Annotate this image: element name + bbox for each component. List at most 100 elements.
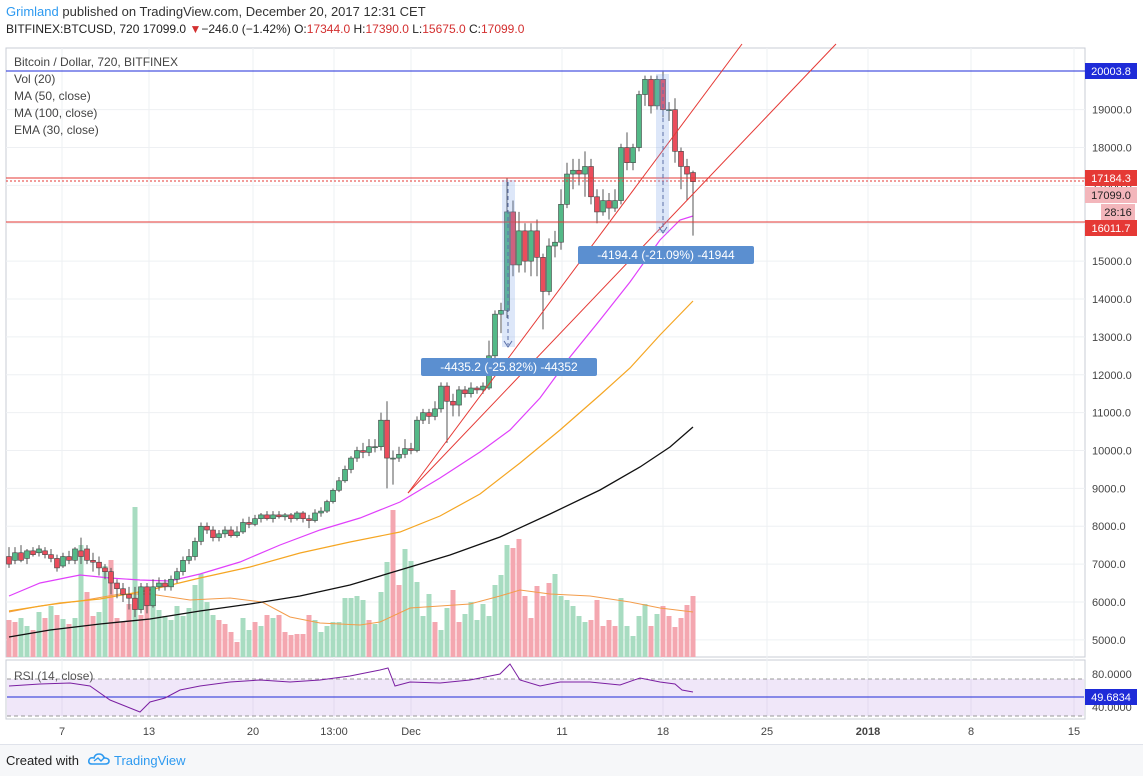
candle-up[interactable] bbox=[600, 200, 606, 213]
candle-up[interactable] bbox=[564, 173, 570, 205]
candle-down[interactable] bbox=[360, 450, 366, 453]
candle-down[interactable] bbox=[648, 79, 654, 107]
candle-up[interactable] bbox=[270, 514, 276, 519]
legend-item-ema30[interactable]: EMA (30, close) bbox=[14, 123, 99, 137]
candle-down[interactable] bbox=[126, 594, 132, 599]
candle-up[interactable] bbox=[60, 556, 66, 567]
candle-up[interactable] bbox=[138, 586, 144, 610]
candle-down[interactable] bbox=[264, 514, 270, 519]
candle-down[interactable] bbox=[594, 196, 600, 213]
candle-up[interactable] bbox=[180, 560, 186, 572]
candle-up[interactable] bbox=[330, 489, 336, 502]
candle-down[interactable] bbox=[78, 550, 84, 557]
candle-up[interactable] bbox=[240, 522, 246, 533]
candle-up[interactable] bbox=[150, 586, 156, 607]
candle-down[interactable] bbox=[606, 200, 612, 209]
candle-down[interactable] bbox=[114, 582, 120, 590]
candle-up[interactable] bbox=[432, 408, 438, 417]
candle-up[interactable] bbox=[516, 230, 522, 266]
legend-item-ma50[interactable]: MA (50, close) bbox=[14, 89, 91, 103]
trend-line-2[interactable] bbox=[407, 43, 837, 494]
candle-down[interactable] bbox=[624, 147, 630, 163]
candle-down[interactable] bbox=[678, 151, 684, 167]
candle-down[interactable] bbox=[384, 419, 390, 459]
candle-down[interactable] bbox=[306, 518, 312, 521]
candle-down[interactable] bbox=[300, 512, 306, 519]
candle-up[interactable] bbox=[366, 446, 372, 453]
candle-up[interactable] bbox=[378, 419, 384, 448]
candle-up[interactable] bbox=[630, 147, 636, 163]
candle-up[interactable] bbox=[336, 480, 342, 491]
candle-down[interactable] bbox=[132, 597, 138, 610]
rsi-pane[interactable] bbox=[5, 659, 1086, 720]
candle-up[interactable] bbox=[282, 514, 288, 518]
candle-up[interactable] bbox=[168, 578, 174, 588]
measure-box-1[interactable] bbox=[502, 180, 515, 347]
candle-down[interactable] bbox=[246, 522, 252, 525]
candle-up[interactable] bbox=[504, 211, 510, 311]
candle-down[interactable] bbox=[510, 211, 516, 266]
candle-up[interactable] bbox=[396, 453, 402, 459]
candle-down[interactable] bbox=[450, 400, 456, 406]
candle-down[interactable] bbox=[684, 166, 690, 175]
candle-up[interactable] bbox=[438, 385, 444, 410]
price-chart[interactable]: 19000.018000.017000.016000.015000.014000… bbox=[0, 40, 1143, 744]
candle-down[interactable] bbox=[408, 448, 414, 451]
candle-down[interactable] bbox=[522, 230, 528, 262]
candle-up[interactable] bbox=[354, 450, 360, 459]
candle-down[interactable] bbox=[108, 571, 114, 584]
legend-item-volume[interactable]: Vol (20) bbox=[14, 72, 56, 86]
candle-up[interactable] bbox=[528, 230, 534, 262]
candle-up[interactable] bbox=[216, 533, 222, 538]
candle-up[interactable] bbox=[582, 166, 588, 175]
candle-up[interactable] bbox=[258, 514, 264, 519]
author-link[interactable]: Grimland bbox=[6, 4, 59, 19]
candle-down[interactable] bbox=[84, 548, 90, 561]
candle-down[interactable] bbox=[426, 412, 432, 417]
candle-down[interactable] bbox=[66, 556, 72, 561]
candle-down[interactable] bbox=[540, 257, 546, 292]
candle-up[interactable] bbox=[552, 241, 558, 247]
candle-up[interactable] bbox=[546, 245, 552, 292]
candle-down[interactable] bbox=[48, 554, 54, 559]
candle-up[interactable] bbox=[618, 147, 624, 201]
candle-up[interactable] bbox=[72, 548, 78, 561]
candle-down[interactable] bbox=[588, 166, 594, 198]
candle-up[interactable] bbox=[372, 446, 378, 449]
candle-up[interactable] bbox=[498, 310, 504, 315]
candle-down[interactable] bbox=[276, 514, 282, 518]
candle-up[interactable] bbox=[636, 94, 642, 148]
trend-line-1[interactable] bbox=[407, 43, 743, 494]
candle-up[interactable] bbox=[186, 556, 192, 561]
candle-up[interactable] bbox=[414, 419, 420, 451]
candle-up[interactable] bbox=[642, 79, 648, 95]
legend-item-ma100[interactable]: MA (100, close) bbox=[14, 106, 98, 120]
candle-up[interactable] bbox=[492, 313, 498, 357]
candle-down[interactable] bbox=[534, 230, 540, 258]
candle-up[interactable] bbox=[12, 552, 18, 561]
candle-down[interactable] bbox=[162, 582, 168, 588]
candle-up[interactable] bbox=[570, 169, 576, 175]
measure-label-1-bg[interactable] bbox=[421, 358, 597, 376]
rsi-legend-label[interactable]: RSI (14, close) bbox=[14, 669, 94, 683]
candle-up[interactable] bbox=[324, 501, 330, 512]
candle-down[interactable] bbox=[204, 525, 210, 531]
candle-down[interactable] bbox=[288, 514, 294, 519]
measure-label-2-bg[interactable] bbox=[578, 246, 754, 264]
candle-up[interactable] bbox=[348, 457, 354, 470]
candle-up[interactable] bbox=[156, 582, 162, 588]
candle-up[interactable] bbox=[312, 512, 318, 521]
candle-up[interactable] bbox=[294, 512, 300, 519]
candle-up[interactable] bbox=[342, 469, 348, 482]
candle-down[interactable] bbox=[210, 529, 216, 538]
candle-down[interactable] bbox=[144, 586, 150, 607]
candle-up[interactable] bbox=[252, 518, 258, 525]
candle-up[interactable] bbox=[468, 387, 474, 394]
candle-down[interactable] bbox=[96, 561, 102, 569]
candle-down[interactable] bbox=[54, 558, 60, 569]
candle-down[interactable] bbox=[30, 550, 36, 555]
candle-down[interactable] bbox=[120, 588, 126, 595]
candle-down[interactable] bbox=[228, 529, 234, 537]
candle-up[interactable] bbox=[402, 448, 408, 455]
candle-down[interactable] bbox=[102, 567, 108, 572]
